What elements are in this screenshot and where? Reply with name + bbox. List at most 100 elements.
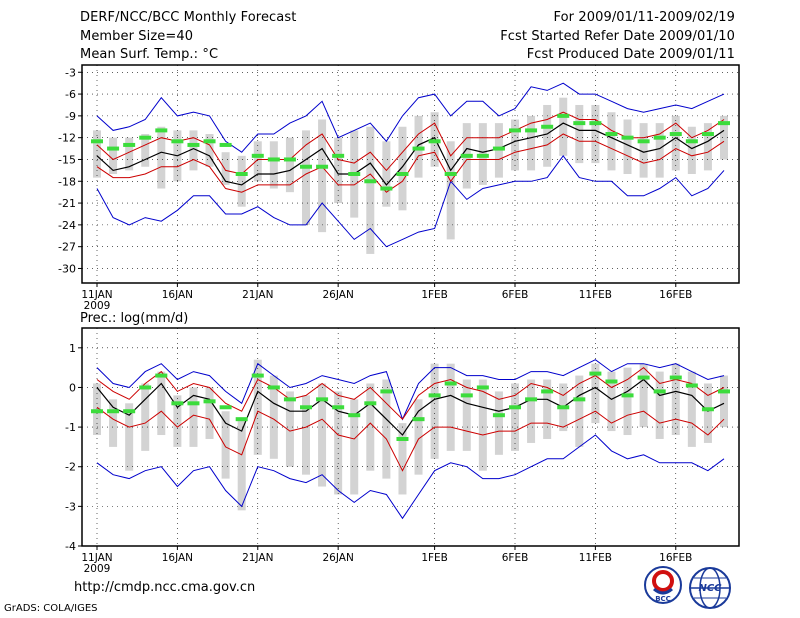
spread-bar [414,399,423,475]
member-mean-marker [91,409,103,414]
member-mean-marker [155,128,168,133]
spread-bar [607,112,616,171]
member-mean-marker [139,135,152,140]
member-mean-marker [589,371,602,376]
member-mean-marker [412,417,425,422]
spread-bar [205,387,214,439]
x-tick-label: 1FEB [421,552,448,564]
spread-bar [382,141,391,207]
series-max-line [96,359,725,421]
member-mean-marker [203,139,216,144]
spread-bar [639,363,648,428]
spread-bar [430,363,439,459]
spread-bar [221,152,230,185]
x-tick-label: 16JAN [162,552,193,564]
x-tick-label: 21JAN [242,289,273,301]
series-sd-upper-line [96,366,725,420]
y-tick-label: -30 [58,262,76,275]
spread-bar [575,104,584,164]
y-tick-label: 1 [69,342,76,355]
member-mean-marker [589,121,602,126]
member-mean-marker [669,132,682,137]
member-mean-marker [557,113,570,118]
spread-bar [269,141,278,189]
y-tick-label: -18 [58,175,76,188]
member-mean-marker [300,164,312,169]
series-max-line [96,82,725,153]
member-mean-marker [573,121,586,126]
member-mean-marker [203,399,216,404]
plot-frame [81,64,740,284]
source-url[interactable]: http://cmdp.ncc.cma.gov.cn [74,580,256,595]
plot-frame [81,327,740,547]
member-mean-marker [492,146,505,151]
spread-bar [318,383,327,487]
member-mean-marker [380,186,393,191]
series-sd-upper-line [96,111,725,175]
member-mean-marker [718,389,730,394]
x-tick-label: 6FEB [502,552,529,564]
spread-bar [720,375,728,428]
member-mean-marker [139,385,152,390]
member-mean-marker [332,405,345,410]
member-mean-marker [541,389,554,394]
spread-bar [655,371,664,439]
member-mean-marker [492,413,505,418]
y-tick-label: -6 [65,88,76,101]
spread-bar [350,399,359,495]
x-tick-label: 21JAN [242,552,273,564]
spread-bar [285,137,294,193]
spread-bar [366,126,375,254]
member-mean-marker [509,405,521,410]
member-mean-marker [396,172,409,176]
prec-variable-label: Prec.: log(mm/d) [80,311,188,326]
member-mean-marker [621,393,634,398]
x-tick-label: 16FEB [659,289,692,301]
member-mean-marker [364,401,377,406]
member-mean-marker [685,383,698,388]
member-mean-marker [364,179,377,184]
member-mean-marker [267,157,280,162]
grads-credit: GrADS: COLA/IGES [4,603,98,614]
spread-bar [543,104,552,167]
spread-bar [687,126,696,174]
member-mean-marker [573,397,586,402]
series-ensemble-mean-line [96,378,725,436]
ncc-logo: NCC [689,567,731,609]
spread-bar [575,375,584,447]
spread-bar [703,123,712,171]
forecast-produced-date: Fcst Produced Date 2009/01/11 [526,47,735,62]
member-mean-marker [123,409,136,414]
spread-bar [189,130,198,171]
member-mean-marker [557,405,570,410]
member-mean-marker [107,409,120,414]
member-mean-marker [412,146,425,151]
spread-bar [446,363,455,451]
member-mean-marker [653,389,666,394]
y-tick-label: -3 [65,500,76,513]
x-tick-label: 26JAN [322,289,353,301]
spread-bar [382,379,391,479]
y-tick-label: -27 [58,241,76,254]
y-tick-label: 0 [69,381,76,394]
spread-bar [125,403,134,471]
member-mean-marker [348,413,361,418]
member-mean-marker [348,172,361,176]
member-mean-marker [235,417,248,422]
member-mean-marker [316,397,329,402]
spread-bar [639,123,648,178]
spread-bar [462,379,471,451]
member-mean-marker [444,381,457,386]
x-tick-label: 6FEB [502,289,529,301]
spread-bar [205,134,214,167]
spread-bar [607,371,616,432]
member-mean-marker [283,157,296,162]
y-tick-label: -4 [65,540,76,553]
spread-bar [141,134,150,167]
member-mean-marker [476,385,489,390]
member-mean-marker [509,128,521,133]
member-mean-marker [525,128,538,133]
y-tick-label: -2 [65,461,76,474]
spread-bar [318,119,327,233]
spread-bar [671,363,680,436]
